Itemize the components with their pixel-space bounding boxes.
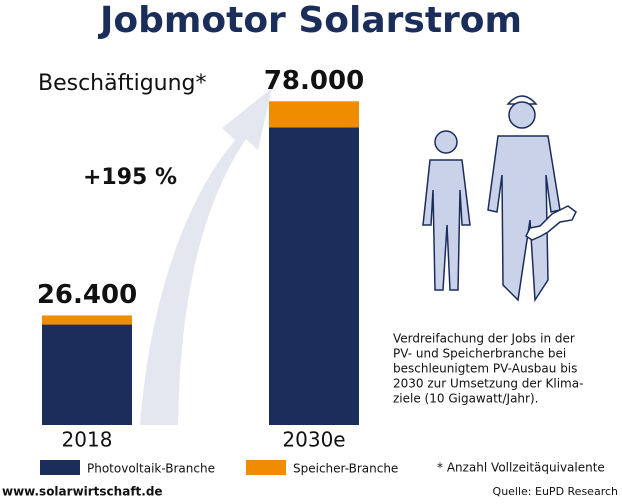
legend-swatch [246, 460, 286, 475]
legend-swatch [40, 460, 80, 475]
footnote: * Anzahl Vollzeitäquivalente [437, 461, 605, 475]
bar-segment [269, 127, 359, 425]
note-line: Verdreifachung der Jobs in der [393, 332, 575, 346]
bar-segment [269, 101, 359, 128]
chart-title: Jobmotor Solarstrom [97, 0, 522, 41]
x-tick-label: 2018 [62, 428, 113, 452]
growth-annotation: +195 % [83, 165, 177, 190]
source: Quelle: EuPD Research [493, 485, 618, 498]
legend: Photovoltaik-Branche Speicher-Branche [40, 460, 398, 476]
subtitle: Beschäftigung* [38, 71, 207, 96]
workers-illustration [422, 95, 577, 303]
bar-segment [42, 324, 132, 425]
x-tick-label: 2030e [282, 428, 345, 452]
legend-label: Speicher-Branche [293, 462, 398, 476]
total-label: 78.000 [264, 66, 364, 96]
website: www.solarwirtschaft.de [2, 485, 163, 499]
note-line: beschleunigtem PV-Ausbau bis [393, 362, 577, 376]
note-line: 2030 zur Umsetzung der Klima- [393, 377, 583, 391]
bar-segment [42, 315, 132, 325]
note-line: ziele (10 Gigawatt/Jahr). [393, 392, 538, 406]
legend-label: Photovoltaik-Branche [87, 462, 215, 476]
growth-arrow [140, 88, 272, 425]
note-line: PV- und Speicherbranche bei [393, 347, 566, 361]
total-label: 26.400 [37, 280, 137, 310]
